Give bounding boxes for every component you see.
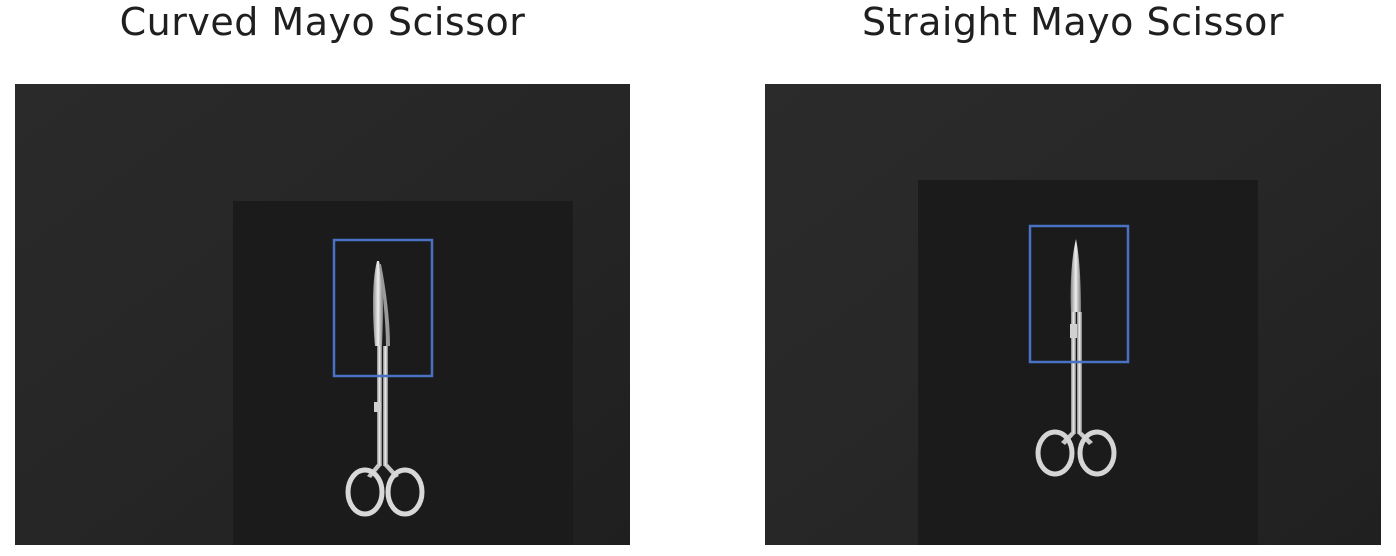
straight-scissor-image [765, 84, 1381, 545]
scissor-shape [1035, 239, 1117, 477]
panel-title-curved: Curved Mayo Scissor [119, 0, 526, 44]
detection-box [332, 238, 434, 378]
dark-mat [233, 201, 573, 545]
curved-scissor-photo [15, 84, 630, 545]
straight-scissor-photo [765, 84, 1381, 545]
panel-title-straight: Straight Mayo Scissor [861, 0, 1285, 44]
detection-box [1028, 224, 1130, 364]
curved-scissor-image [15, 84, 630, 545]
scissor-shape [345, 261, 425, 517]
